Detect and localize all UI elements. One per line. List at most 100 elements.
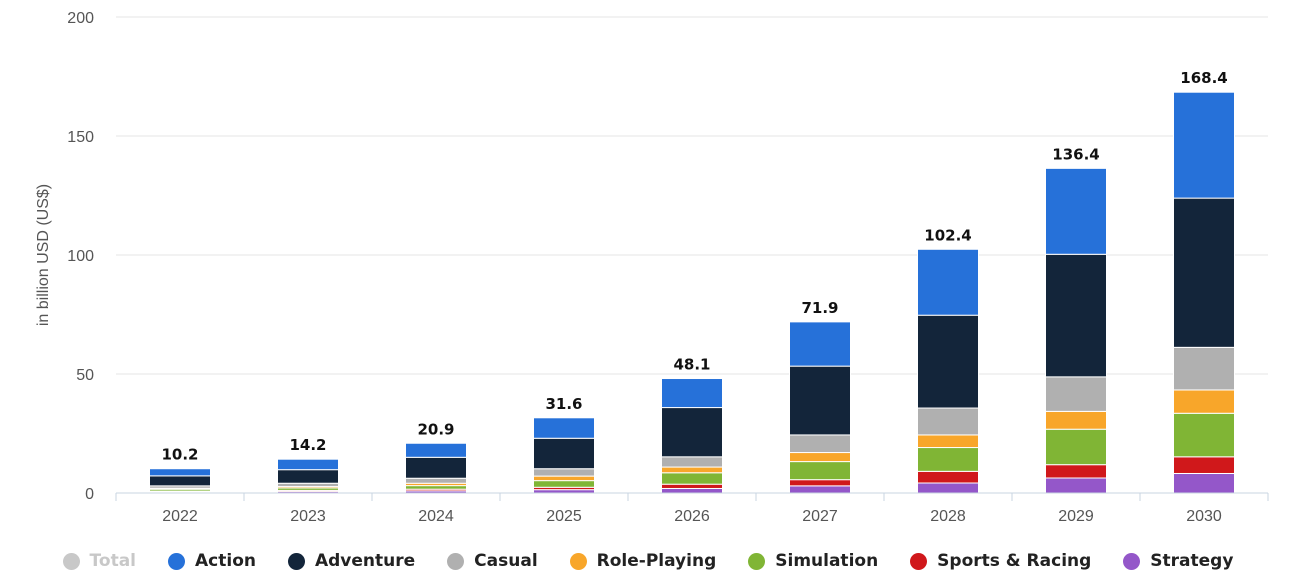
bar-simulation-2024[interactable] <box>405 485 467 490</box>
x-tick-label-2027: 2027 <box>802 508 838 525</box>
legend-marker <box>287 552 305 570</box>
y-axis-label: in billion USD (US$) <box>35 184 52 326</box>
total-label-2023: 14.2 <box>289 436 326 454</box>
legend-label: Simulation <box>775 551 879 571</box>
bar-sports-racing-2027[interactable] <box>789 479 851 487</box>
legend-label: Action <box>195 551 256 571</box>
legend-label: Adventure <box>314 551 416 571</box>
y-tick-label: 200 <box>67 10 94 27</box>
bar-casual-2025[interactable] <box>533 468 595 477</box>
legend-item-sports-racing[interactable]: Sports & Racing <box>910 551 1091 571</box>
y-tick-label: 50 <box>76 367 94 384</box>
bar-action-2030[interactable] <box>1173 91 1235 199</box>
bar-simulation-2027[interactable] <box>789 461 851 481</box>
bar-strategy-2028[interactable] <box>917 482 979 494</box>
bar-sports-racing-2030[interactable] <box>1173 456 1235 474</box>
legend-marker <box>748 552 766 570</box>
legend-label: Role-Playing <box>596 551 717 571</box>
bar-casual-2026[interactable] <box>661 456 723 468</box>
bar-action-2022[interactable] <box>149 468 211 477</box>
bar-action-2028[interactable] <box>917 248 979 316</box>
bar-action-2027[interactable] <box>789 321 851 367</box>
total-label-2027: 71.9 <box>801 299 838 317</box>
bar-adventure-2026[interactable] <box>661 407 723 458</box>
legend-label: Sports & Racing <box>937 551 1092 571</box>
bar-sports-racing-2026[interactable] <box>661 483 723 489</box>
bar-action-2025[interactable] <box>533 417 595 439</box>
legend-item-role-playing[interactable]: Role-Playing <box>569 551 717 571</box>
x-axis-ticks: 2022 2023 2024 2025 2026 2027 2028 2029 2030 <box>115 493 1269 525</box>
legend-marker <box>1123 552 1141 570</box>
x-tick-label-2023: 2023 <box>290 508 326 525</box>
x-tick-label-2030: 2030 <box>1186 508 1222 525</box>
bar-strategy-2027[interactable] <box>789 485 851 494</box>
bar-action-2026[interactable] <box>661 378 723 409</box>
bar-simulation-2025[interactable] <box>533 480 595 488</box>
x-tick-label-2022: 2022 <box>162 508 198 525</box>
bars <box>149 91 1235 494</box>
legend-label: Total <box>89 551 136 571</box>
bar-action-2024[interactable] <box>405 442 467 458</box>
bar-role-playing-2025[interactable] <box>533 475 595 482</box>
legend-marker <box>569 552 587 570</box>
bar-adventure-2029[interactable] <box>1045 253 1107 378</box>
bar-stack-2025 <box>533 417 595 494</box>
bar-casual-2029[interactable] <box>1045 376 1107 412</box>
bar-adventure-2023[interactable] <box>277 469 339 484</box>
legend-label: Casual <box>474 551 538 571</box>
x-tick-label-2024: 2024 <box>418 508 454 525</box>
bar-simulation-2026[interactable] <box>661 472 723 485</box>
bar-role-playing-2026[interactable] <box>661 466 723 474</box>
bar-stack-2022 <box>149 468 211 494</box>
bar-action-2029[interactable] <box>1045 167 1107 255</box>
bar-adventure-2027[interactable] <box>789 365 851 436</box>
total-label-2025: 31.6 <box>545 395 582 413</box>
bar-action-2023[interactable] <box>277 458 339 471</box>
bar-role-playing-2029[interactable] <box>1045 410 1107 430</box>
bar-stack-2029 <box>1045 167 1107 494</box>
legend-label: Strategy <box>1150 551 1234 571</box>
legend-item-strategy[interactable]: Strategy <box>1123 551 1233 571</box>
stacked-bar-chart: 0 50 100 150 200 in billion USD (US$) 10.2 14… <box>35 10 1269 525</box>
legend-item-casual[interactable]: Casual <box>447 551 538 571</box>
bar-stack-2023 <box>277 458 339 494</box>
bar-strategy-2030[interactable] <box>1173 472 1235 494</box>
bar-role-playing-2028[interactable] <box>917 434 979 449</box>
total-label-2029: 136.4 <box>1052 145 1099 163</box>
total-labels: 10.2 14.2 20.9 31.6 48.1 71.9 102.4 136.4 168.4 <box>161 69 1227 464</box>
legend-item-action[interactable]: Action <box>168 551 256 571</box>
x-tick-label-2028: 2028 <box>930 508 966 525</box>
bar-stack-2027 <box>789 321 851 494</box>
bar-adventure-2028[interactable] <box>917 314 979 409</box>
total-label-2026: 48.1 <box>673 356 710 374</box>
bar-simulation-2028[interactable] <box>917 447 979 472</box>
x-tick-label-2029: 2029 <box>1058 508 1094 525</box>
bar-stack-2026 <box>661 378 723 494</box>
bar-sports-racing-2028[interactable] <box>917 470 979 484</box>
bar-strategy-2026[interactable] <box>661 487 723 494</box>
bar-adventure-2025[interactable] <box>533 437 595 470</box>
legend-item-simulation[interactable]: Simulation <box>748 551 878 571</box>
x-tick-label-2025: 2025 <box>546 508 582 525</box>
legend-marker <box>447 552 465 570</box>
bar-adventure-2030[interactable] <box>1173 197 1235 348</box>
bar-adventure-2024[interactable] <box>405 456 467 479</box>
legend-item-adventure[interactable]: Adventure <box>287 551 416 571</box>
bar-adventure-2022[interactable] <box>149 475 211 487</box>
bar-casual-2028[interactable] <box>917 407 979 436</box>
bar-strategy-2029[interactable] <box>1045 477 1107 494</box>
bar-role-playing-2030[interactable] <box>1173 389 1235 414</box>
bar-sports-racing-2029[interactable] <box>1045 464 1107 479</box>
total-label-2030: 168.4 <box>1180 69 1227 87</box>
bar-role-playing-2027[interactable] <box>789 452 851 463</box>
bar-stack-2030 <box>1173 91 1235 494</box>
legend-item-total[interactable]: Total <box>62 551 136 571</box>
bar-casual-2027[interactable] <box>789 434 851 454</box>
bar-simulation-2029[interactable] <box>1045 428 1107 466</box>
bar-casual-2024[interactable] <box>405 477 467 484</box>
bar-simulation-2030[interactable] <box>1173 412 1235 458</box>
legend-marker <box>62 552 80 570</box>
bar-casual-2030[interactable] <box>1173 346 1235 391</box>
y-tick-label: 100 <box>67 248 94 265</box>
bar-stack-2028 <box>917 248 979 494</box>
